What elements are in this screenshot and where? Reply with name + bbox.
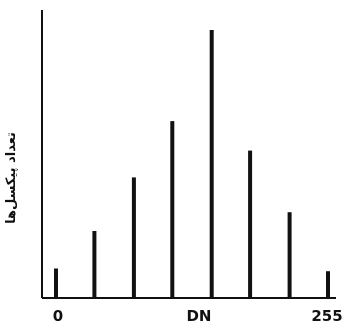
histogram-bar-2 [131,177,136,298]
histogram-bar-0 [54,268,58,298]
x-tick-255: 255 [311,307,342,325]
bars-group [54,30,330,298]
x-axis-label: DN [186,307,211,325]
x-tick-0: 0 [53,307,63,325]
histogram-bar-1 [92,231,97,298]
histogram-bar-4 [209,30,214,298]
histogram-bar-7 [326,271,330,298]
histogram-bar-6 [287,212,292,298]
y-axis-label: تعداد پیکسل‌ها [4,132,19,224]
histogram-bar-3 [170,121,175,298]
histogram-bar-5 [248,150,253,298]
